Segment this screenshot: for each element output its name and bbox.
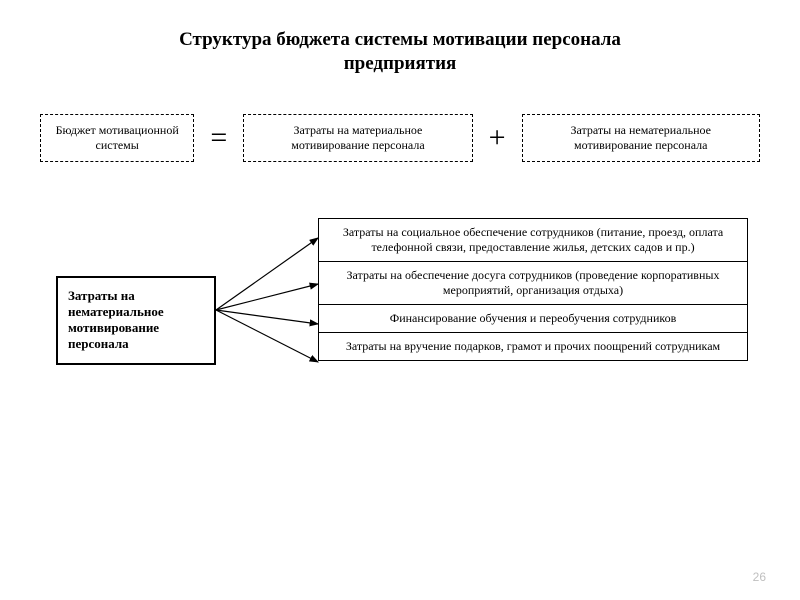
breakdown-item: Затраты на социальное обеспечение сотруд…: [318, 218, 748, 262]
breakdown-source-box: Затраты на нематериальное мотивирование …: [56, 276, 216, 365]
equals-sign: =: [208, 123, 229, 153]
equation-box-2: Затраты на материальное мотивирование пе…: [243, 114, 472, 162]
title-line-1: Структура бюджета системы мотивации перс…: [179, 29, 621, 50]
breakdown-item: Финансирование обучения и переобучения с…: [318, 304, 748, 333]
equation-box-1: Бюджет мотивационной системы: [40, 114, 194, 162]
page-title: Структура бюджета системы мотивации перс…: [0, 0, 800, 76]
equation-row: Бюджет мотивационной системы = Затраты н…: [0, 114, 800, 162]
breakdown-item: Затраты на вручение подарков, грамот и п…: [318, 332, 748, 361]
equation-box-3: Затраты на нематериальное мотивирование …: [522, 114, 760, 162]
breakdown-region: Затраты на нематериальное мотивирование …: [0, 218, 800, 458]
breakdown-arrows: [216, 218, 326, 418]
plus-sign: +: [487, 123, 508, 153]
breakdown-items-column: Затраты на социальное обеспечение сотруд…: [318, 218, 748, 361]
title-line-2: предприятия: [60, 52, 740, 76]
breakdown-item: Затраты на обеспечение досуга сотруднико…: [318, 261, 748, 305]
page-number: 26: [753, 570, 766, 584]
